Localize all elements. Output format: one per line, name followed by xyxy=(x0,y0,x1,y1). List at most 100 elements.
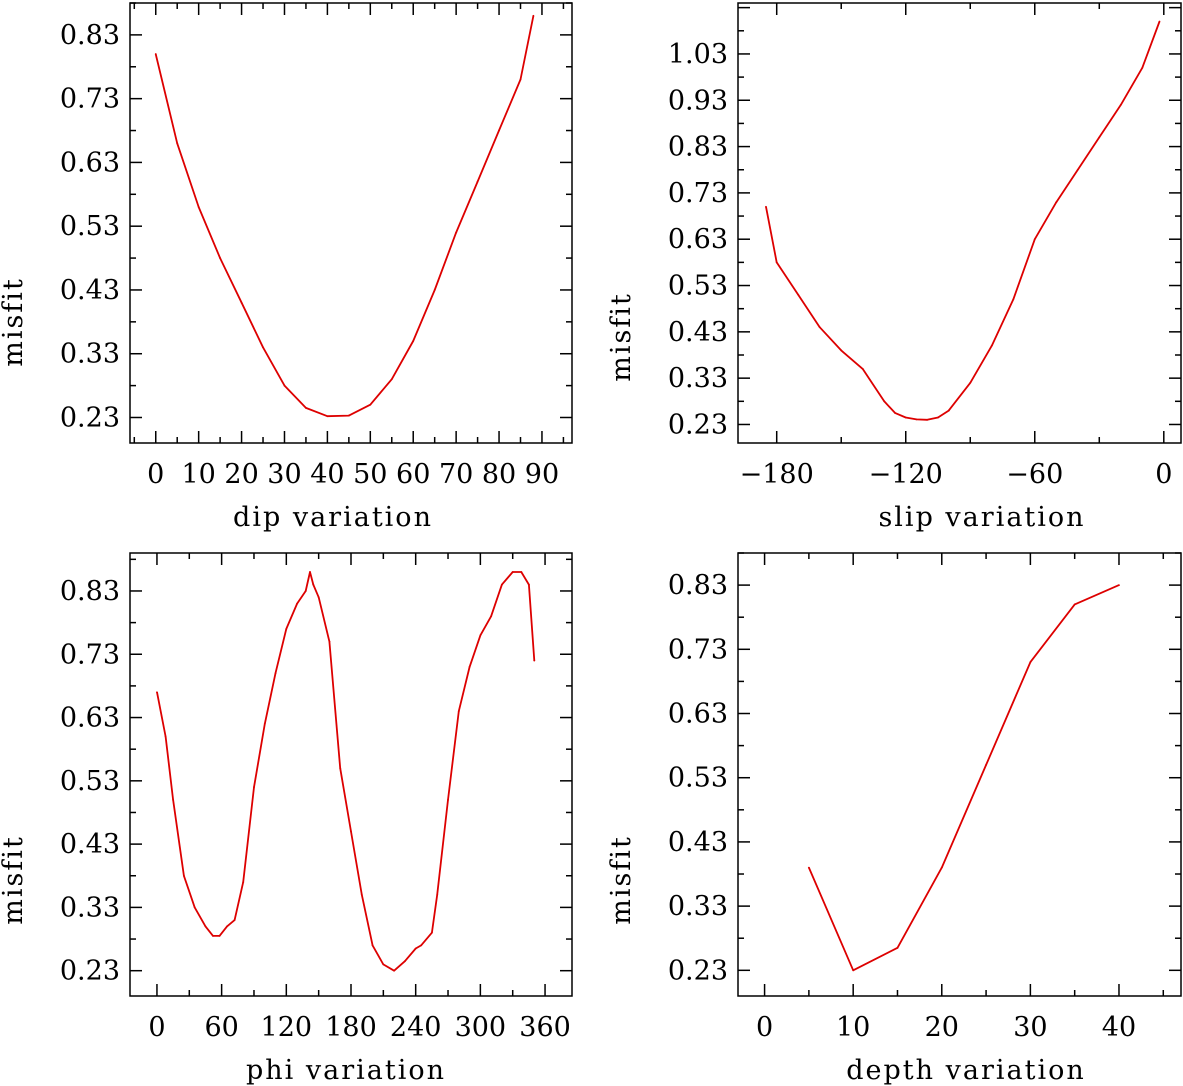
dip-x-tick-label: 70 xyxy=(439,459,473,490)
depth-xlabel: depth variation xyxy=(846,1055,1086,1086)
depth-x-tick-label: 20 xyxy=(925,1012,959,1043)
dip-x-tick-label: 10 xyxy=(181,459,215,490)
dip-data-point xyxy=(262,346,264,349)
slip-data-point xyxy=(926,418,929,421)
phi-misfit-line xyxy=(156,571,536,972)
slip-y-tick-label: 0.33 xyxy=(668,363,728,394)
dip-data-point xyxy=(326,415,329,418)
phi-ylabel: misfit xyxy=(0,835,29,925)
slip-data-point xyxy=(947,409,950,412)
slip-y-tick-label: 0.63 xyxy=(668,224,728,255)
phi-data-point xyxy=(382,963,385,966)
dip-data-point xyxy=(347,414,350,417)
slip-y-tick-label: 0.83 xyxy=(668,132,728,163)
slip-data-point xyxy=(840,349,843,352)
depth-y-tick-label: 0.43 xyxy=(668,827,728,858)
phi-data-point xyxy=(296,602,298,605)
slip-data-point xyxy=(1012,298,1015,301)
dip-y-tick-label: 0.33 xyxy=(60,339,120,370)
slip-data-point xyxy=(904,416,907,419)
dip-plot-frame xyxy=(129,2,573,444)
dip-data-point xyxy=(283,384,286,387)
depth-data-point xyxy=(985,763,987,766)
dip-data-point xyxy=(197,206,200,208)
dip-x-tick-label: 40 xyxy=(310,459,344,490)
phi-data-point xyxy=(218,934,221,937)
phi-x-tick-label: 360 xyxy=(519,1012,571,1043)
phi-data-point xyxy=(164,735,167,738)
depth-data-point xyxy=(940,866,943,869)
depth-plot-frame xyxy=(737,552,1182,997)
phi-data-point xyxy=(371,944,374,947)
slip-x-tick-label: −180 xyxy=(740,459,814,490)
dip-data-point xyxy=(455,231,458,234)
dip-x-tick-label: 80 xyxy=(482,459,516,490)
dip-y-tick-label: 0.83 xyxy=(60,20,120,51)
dip-data-point xyxy=(154,53,157,55)
phi-data-point xyxy=(447,798,449,801)
depth-y-tick-label: 0.73 xyxy=(668,634,728,665)
dip-data-point xyxy=(476,180,479,183)
phi-data-point xyxy=(430,931,433,934)
dip-y-tick-label: 0.63 xyxy=(60,147,120,178)
phi-y-tick-label: 0.33 xyxy=(60,892,120,923)
slip-variation-panel: slip variation misfit 0.23 0.33 0.43 0.53 0.… xyxy=(606,2,1182,533)
phi-data-point xyxy=(490,615,493,618)
phi-data-point xyxy=(285,628,288,630)
dip-xlabel: dip variation xyxy=(233,502,433,533)
phi-data-point xyxy=(304,590,307,592)
slip-data-point xyxy=(1141,66,1144,69)
phi-xlabel: phi variation xyxy=(246,1055,446,1086)
dip-x-tick-label: 60 xyxy=(396,459,430,490)
slip-data-point xyxy=(915,418,918,421)
depth-data-point xyxy=(1073,603,1076,606)
depth-data-point xyxy=(896,946,899,949)
slip-data-point xyxy=(1158,20,1161,23)
slip-y-tick-label: 0.53 xyxy=(668,271,728,302)
slip-data-point xyxy=(1098,136,1101,139)
slip-data-point xyxy=(818,326,821,329)
phi-data-point xyxy=(527,583,530,586)
slip-y-tick-label: 0.93 xyxy=(668,85,728,116)
phi-data-point xyxy=(360,893,363,896)
dip-data-point xyxy=(532,14,535,17)
depth-x-tick-label: 0 xyxy=(756,1012,773,1043)
phi-data-point xyxy=(193,906,196,909)
depth-variation-panel: depth variation misfit 0.23 0.33 0.43 0.53 0… xyxy=(606,552,1182,1086)
phi-x-tick-label: 0 xyxy=(148,1012,165,1043)
phi-data-point xyxy=(253,786,255,789)
phi-data-point xyxy=(242,881,245,883)
phi-data-point xyxy=(204,925,207,928)
phi-data-point xyxy=(274,672,277,675)
depth-data-point xyxy=(852,969,855,972)
phi-x-tick-label: 180 xyxy=(325,1012,377,1043)
dip-data-point xyxy=(219,257,222,259)
slip-data-point xyxy=(883,400,886,403)
dip-data-point xyxy=(498,129,500,132)
slip-data-point xyxy=(1076,168,1079,171)
dip-variation-panel: dip variation misfit 0.23 0.33 0.43 0.53 0.6… xyxy=(0,2,573,533)
slip-y-tick-label: 0.73 xyxy=(668,178,728,209)
dip-data-point xyxy=(390,378,393,381)
dip-data-point xyxy=(412,340,415,342)
dip-data-point xyxy=(369,403,372,406)
dip-data-point xyxy=(305,407,307,409)
phi-data-point xyxy=(479,634,482,637)
dip-y-tick-label: 0.23 xyxy=(60,402,120,433)
slip-data-point xyxy=(937,416,939,419)
phi-data-point xyxy=(317,596,320,599)
phi-data-point xyxy=(468,666,471,668)
slip-data-point xyxy=(797,293,800,296)
phi-plot-frame xyxy=(129,552,573,997)
depth-data-point xyxy=(1118,584,1120,587)
slip-x-tick-label: −60 xyxy=(1006,459,1063,490)
depth-y-tick-label: 0.63 xyxy=(668,699,728,730)
phi-data-point xyxy=(339,767,342,770)
depth-y-tick-label: 0.53 xyxy=(668,763,728,794)
dip-misfit-line xyxy=(154,15,535,418)
dip-y-tick-label: 0.53 xyxy=(60,211,120,242)
slip-data-point xyxy=(861,367,864,370)
slip-plot-frame xyxy=(737,2,1182,444)
phi-y-tick-label: 0.23 xyxy=(60,956,120,987)
phi-data-point xyxy=(172,798,175,801)
